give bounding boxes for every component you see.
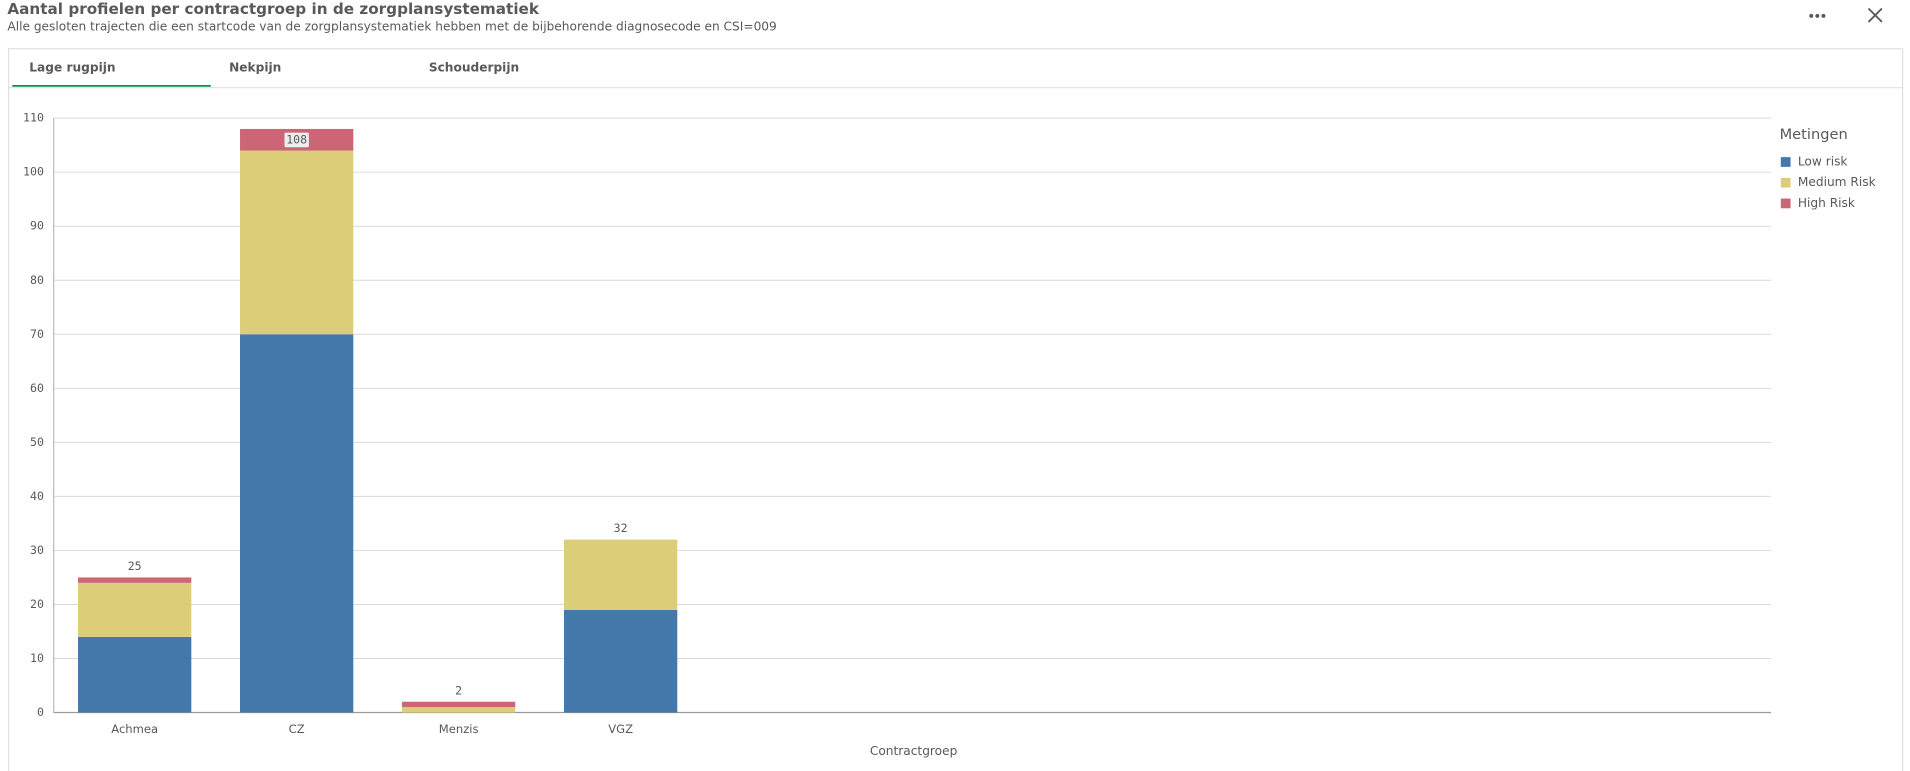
total-label: 25 bbox=[128, 559, 142, 573]
bar-segment bbox=[564, 539, 678, 610]
bar-segment bbox=[240, 150, 354, 335]
tab[interactable]: Nekpijn bbox=[229, 61, 281, 75]
total-label-bg bbox=[284, 132, 309, 148]
total-label: 2 bbox=[455, 683, 462, 697]
x-tick-label: VGZ bbox=[608, 722, 633, 736]
legend-title: Metingen bbox=[1780, 126, 1848, 143]
y-tick-label: 50 bbox=[30, 435, 44, 449]
y-tick-label: 100 bbox=[23, 165, 44, 179]
y-tick-label: 70 bbox=[30, 327, 44, 341]
bar-segment bbox=[564, 609, 678, 713]
bar-segment bbox=[402, 707, 516, 713]
total-label: 108 bbox=[286, 132, 307, 146]
y-tick-label: 80 bbox=[30, 273, 44, 287]
tab[interactable]: Schouderpijn bbox=[429, 61, 519, 75]
legend-swatch bbox=[1780, 198, 1791, 209]
menu-button[interactable] bbox=[1809, 13, 1826, 18]
legend-label: Medium Risk bbox=[1798, 175, 1877, 189]
x-tick-label: Achmea bbox=[111, 722, 158, 736]
bar-segment bbox=[78, 636, 192, 713]
tab[interactable]: Lage rugpijn bbox=[29, 61, 115, 75]
x-axis-title: Contractgroep bbox=[870, 744, 958, 758]
legend-swatch bbox=[1780, 177, 1791, 188]
bar-segment bbox=[240, 334, 354, 713]
close-button[interactable] bbox=[1867, 7, 1883, 23]
y-tick-label: 110 bbox=[23, 111, 44, 125]
bar-segment bbox=[78, 582, 192, 637]
bar-segment bbox=[78, 577, 192, 583]
legend-swatch bbox=[1780, 157, 1791, 167]
legend-label: High Risk bbox=[1798, 196, 1856, 210]
y-tick-label: 0 bbox=[37, 705, 44, 719]
x-tick-label: Menzis bbox=[439, 722, 479, 736]
y-tick-label: 90 bbox=[30, 219, 44, 233]
y-tick-label: 40 bbox=[30, 489, 44, 503]
title: Aantal profielen per contractgroep in de… bbox=[7, 0, 539, 18]
x-tick-label: CZ bbox=[289, 722, 305, 736]
subtitle: Alle gesloten trajecten die een startcod… bbox=[7, 19, 776, 33]
bar-segment bbox=[402, 701, 516, 708]
y-tick-label: 10 bbox=[30, 651, 44, 665]
legend-label: Low risk bbox=[1798, 154, 1849, 168]
y-tick-label: 60 bbox=[30, 381, 44, 395]
panel bbox=[7, 48, 1904, 771]
y-tick-label: 20 bbox=[30, 597, 44, 611]
total-label: 32 bbox=[614, 521, 628, 535]
y-tick-label: 30 bbox=[30, 543, 44, 557]
